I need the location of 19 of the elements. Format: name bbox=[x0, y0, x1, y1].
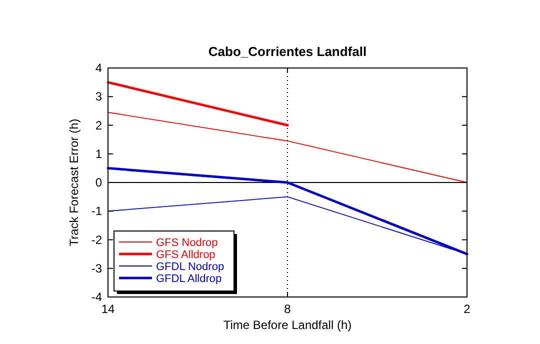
y-tick-label: 0 bbox=[95, 176, 102, 190]
x-tick-label: 2 bbox=[464, 302, 471, 316]
legend-label: GFS Alldrop bbox=[156, 249, 216, 261]
y-tick-label: -1 bbox=[91, 204, 102, 218]
legend-label: GFDL Alldrop bbox=[156, 273, 222, 285]
x-axis-title: Time Before Landfall (h) bbox=[223, 318, 352, 332]
legend-label: GFS Nodrop bbox=[156, 237, 218, 249]
y-tick-label: -4 bbox=[91, 290, 102, 304]
chart-title: Cabo_Corrientes Landfall bbox=[208, 44, 367, 59]
y-tick-label: 4 bbox=[95, 61, 102, 75]
y-tick-label: 2 bbox=[95, 118, 102, 132]
y-tick-label: 1 bbox=[95, 146, 102, 161]
legend-label: GFDL Nodrop bbox=[156, 261, 224, 273]
y-axis-title: Track Forecast Error (h) bbox=[67, 118, 81, 246]
y-tick-label: -3 bbox=[91, 261, 102, 276]
x-tick-label: 8 bbox=[284, 302, 292, 316]
y-tick-label: 3 bbox=[95, 90, 102, 104]
x-tick-label: 14 bbox=[101, 302, 115, 316]
y-tick-label: -2 bbox=[91, 232, 102, 247]
